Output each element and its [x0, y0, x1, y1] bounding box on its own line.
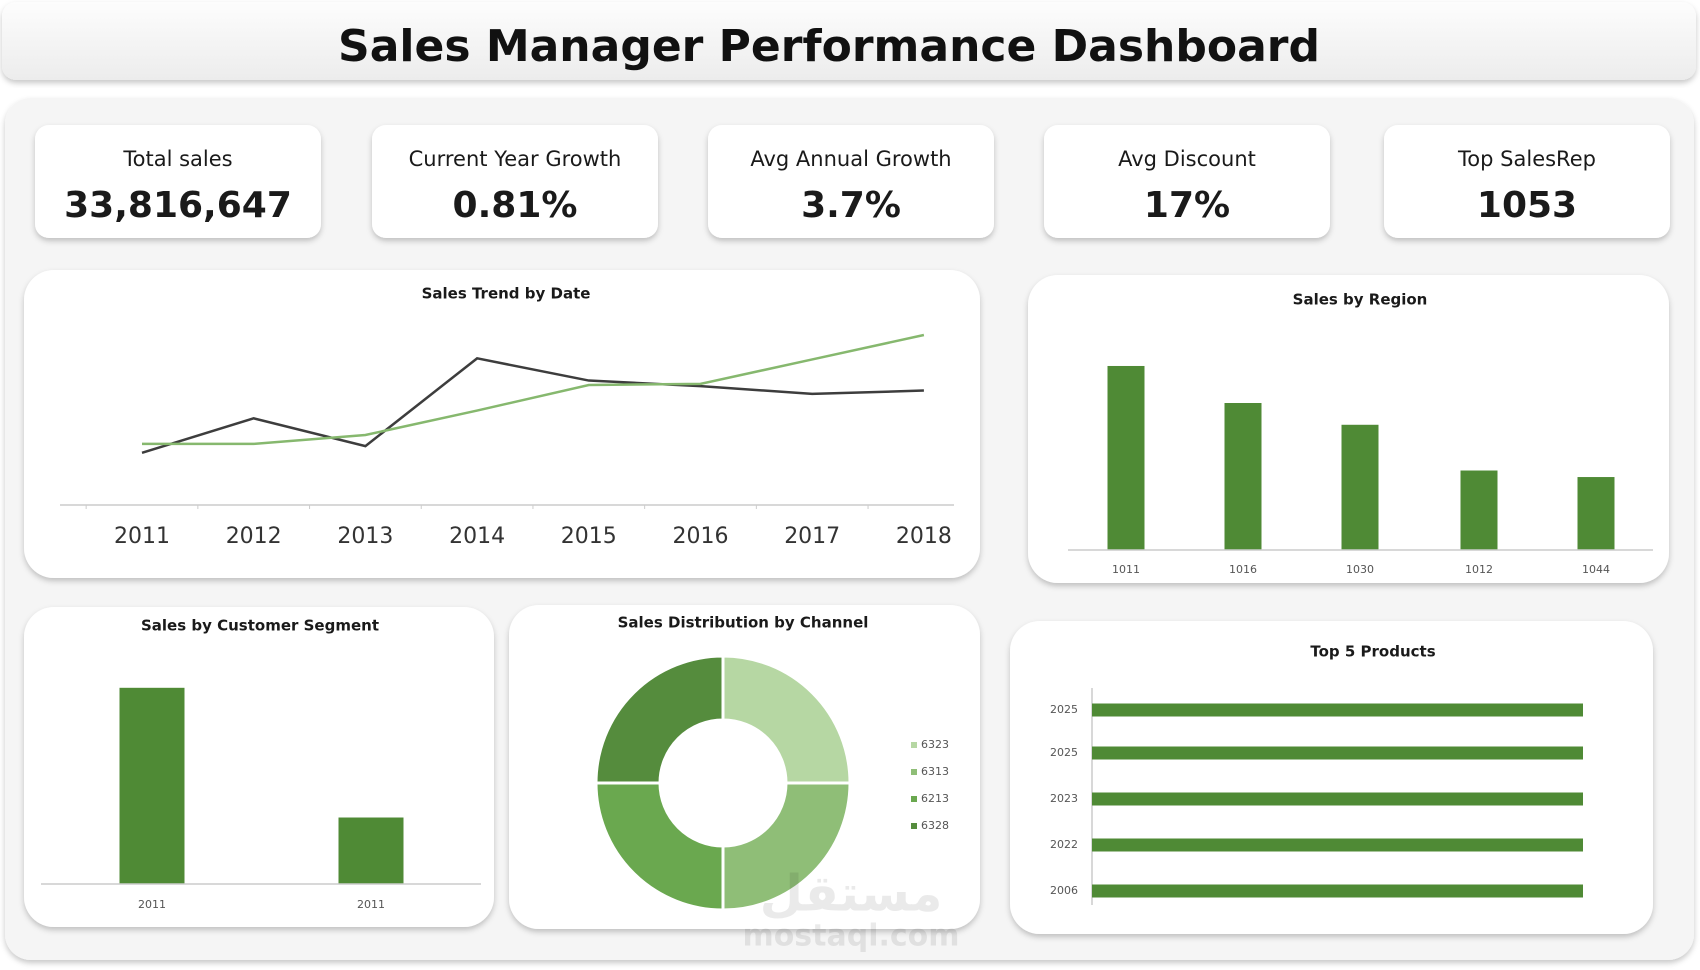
x-tick-label: 1030: [1346, 563, 1374, 576]
x-tick-label: 2011: [138, 898, 166, 911]
x-tick-label: 2015: [561, 524, 617, 549]
bar: [1107, 365, 1145, 550]
legend-swatch: [911, 742, 917, 748]
card: [1384, 125, 1670, 238]
content: Total sales 33,816,647 Current Year Growth…: [24, 125, 1670, 954]
chart-title: Sales by Customer Segment: [141, 617, 379, 635]
header-bar: [2, 2, 1696, 80]
x-tick-label: 1016: [1229, 563, 1257, 576]
x-tick-label: 2012: [226, 524, 282, 549]
legend-label: 6323: [921, 738, 949, 751]
y-tick-label: 2022: [1050, 838, 1078, 851]
kpi-value: 3.7%: [801, 185, 901, 226]
x-tick-label: 2014: [449, 524, 505, 549]
bar: [1224, 403, 1262, 550]
chart-title: Top 5 Products: [1310, 643, 1435, 661]
y-tick-label: 2025: [1050, 746, 1078, 759]
donut-slice: [721, 781, 852, 912]
kpi-label: Total sales: [122, 147, 232, 171]
bar: [1092, 884, 1583, 898]
legend-swatch: [911, 823, 917, 829]
legend-swatch: [911, 796, 917, 802]
kpi-value: 17%: [1144, 185, 1230, 226]
x-tick-label: 2011: [357, 898, 385, 911]
x-tick-label: 2017: [784, 524, 840, 549]
bar: [119, 687, 185, 884]
card: [24, 270, 980, 578]
y-tick-label: 2023: [1050, 792, 1078, 805]
y-tick-label: 2006: [1050, 884, 1078, 897]
card: [24, 607, 494, 927]
legend-label: 6313: [921, 765, 949, 778]
bar: [338, 817, 404, 884]
chart-title: Sales by Region: [1293, 291, 1428, 309]
kpi-value: 33,816,647: [64, 185, 292, 226]
x-tick-label: 2018: [896, 524, 952, 549]
kpi-label: Avg Discount: [1118, 147, 1256, 171]
y-tick-label: 2025: [1050, 703, 1078, 716]
bar: [1092, 703, 1583, 717]
card: [708, 125, 994, 238]
chart-title: Sales Distribution by Channel: [618, 614, 869, 632]
bar: [1092, 792, 1583, 806]
bar: [1460, 470, 1498, 550]
x-tick-label: 1012: [1465, 563, 1493, 576]
donut-slice: [594, 781, 725, 912]
card: [1044, 125, 1330, 238]
watermark: مستقل: [760, 865, 943, 923]
kpi-label: Current Year Growth: [409, 147, 622, 171]
donut-slice: [594, 654, 725, 785]
kpi-label: Top SalesRep: [1457, 147, 1596, 171]
kpi-value: 0.81%: [453, 185, 578, 226]
line-series: [142, 333, 925, 446]
chart-title: Sales Trend by Date: [422, 285, 591, 303]
x-tick-label: 1044: [1582, 563, 1610, 576]
x-tick-label: 2011: [114, 524, 170, 549]
bar: [1341, 424, 1379, 550]
donut-slice: [721, 654, 852, 785]
line-series: [141, 356, 924, 454]
legend-label: 6213: [921, 792, 949, 805]
card: [1010, 621, 1653, 934]
x-tick-label: 2016: [673, 524, 729, 549]
x-tick-label: 1011: [1112, 563, 1140, 576]
kpi-label: Avg Annual Growth: [750, 147, 951, 171]
x-tick-label: 2013: [337, 524, 393, 549]
card: [372, 125, 658, 238]
legend-swatch: [911, 769, 917, 775]
bar: [1577, 477, 1615, 550]
bar: [1092, 746, 1583, 760]
watermark: mostaql.com: [742, 919, 959, 954]
dashboard-title: Sales Manager Performance Dashboard: [338, 21, 1320, 72]
kpi-value: 1053: [1477, 185, 1577, 226]
bar: [1092, 838, 1583, 852]
card: [35, 125, 321, 238]
legend-label: 6328: [921, 819, 949, 832]
